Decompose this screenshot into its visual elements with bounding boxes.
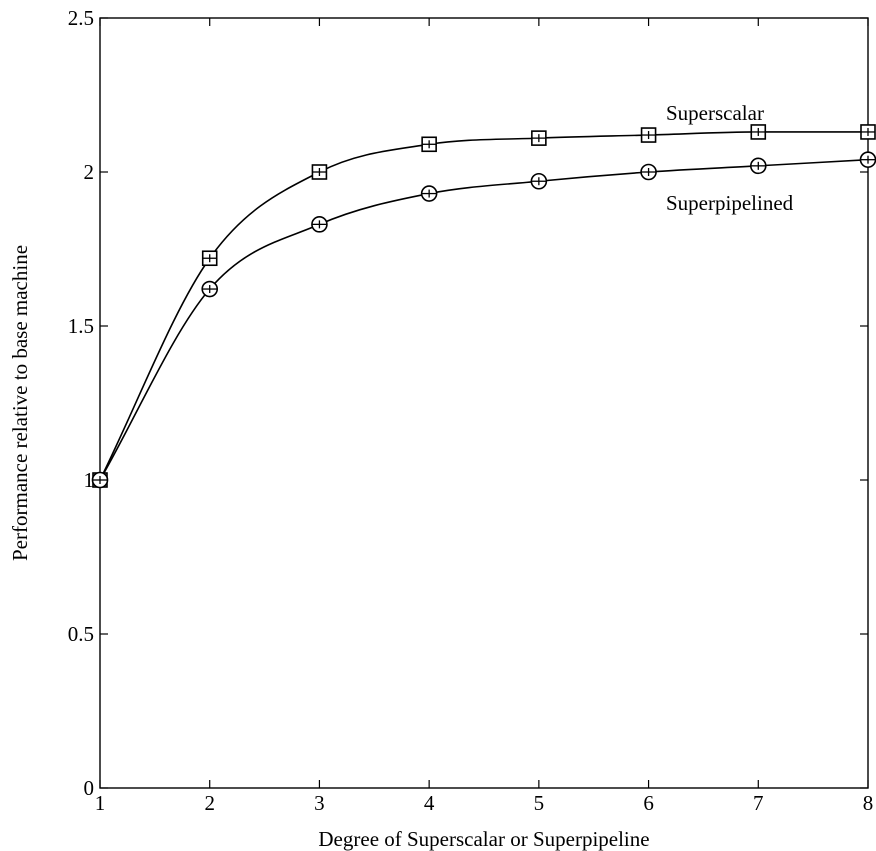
y-axis-label: Performance relative to base machine	[8, 245, 32, 561]
y-tick-label: 1.5	[68, 314, 94, 338]
series-label-superpipelined: Superpipelined	[666, 191, 794, 215]
y-tick-label: 2	[84, 160, 95, 184]
x-tick-label: 1	[95, 791, 106, 815]
x-axis-label: Degree of Superscalar or Superpipeline	[318, 827, 649, 851]
x-tick-label: 3	[314, 791, 325, 815]
x-tick-label: 8	[863, 791, 874, 815]
y-tick-label: 0	[84, 776, 95, 800]
y-axis-ticks: 0 0.5 1 1.5 2 2.5	[68, 6, 868, 800]
x-tick-label: 2	[204, 791, 215, 815]
y-tick-label: 1	[84, 468, 95, 492]
x-axis-ticks: 1 2 3 4 5 6 7 8	[95, 18, 874, 815]
x-tick-label: 7	[753, 791, 764, 815]
plot-frame	[99, 17, 869, 789]
x-tick-label: 5	[534, 791, 545, 815]
series-markers	[91, 124, 876, 489]
x-tick-label: 6	[643, 791, 654, 815]
series-line-superscalar	[99, 131, 868, 481]
y-tick-label: 0.5	[68, 622, 94, 646]
y-tick-label: 2.5	[68, 6, 94, 30]
x-tick-label: 4	[424, 791, 435, 815]
series-label-superscalar: Superscalar	[666, 101, 764, 125]
series-curves	[99, 131, 869, 481]
